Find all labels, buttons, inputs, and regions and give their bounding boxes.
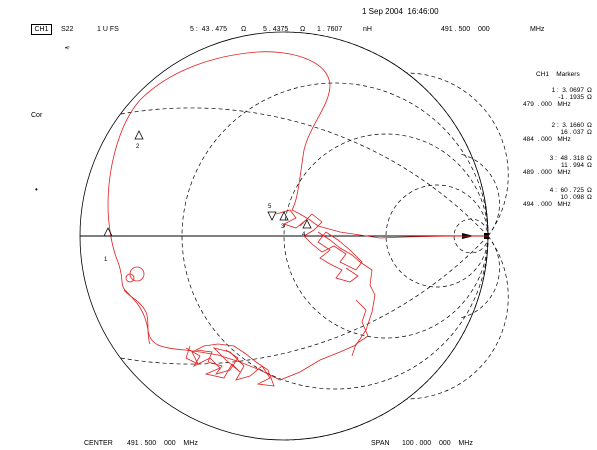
scale-label: 1 U FS bbox=[97, 26, 119, 33]
marker-imag: -1 . 1935 bbox=[558, 94, 584, 101]
span-frequency: 100 . 000 000 MHz bbox=[402, 440, 473, 447]
marker-frequency: 489 . 000 MHz bbox=[523, 169, 571, 176]
marker-frequency: 491 . 500 000 bbox=[441, 26, 490, 33]
marker-2-triangle bbox=[134, 130, 144, 140]
reactance-arc bbox=[283, 31, 489, 237]
ohm-unit: Ω bbox=[300, 26, 306, 33]
ohm-unit: Ω bbox=[587, 194, 592, 201]
center-label: CENTER bbox=[84, 440, 113, 447]
marker-4-triangle bbox=[302, 219, 312, 229]
s22-trace bbox=[107, 51, 490, 387]
reactance-arc bbox=[406, 72, 509, 237]
datetime: 1 Sep 2004 16:46:00 bbox=[362, 7, 439, 16]
frequency-unit: MHz bbox=[530, 26, 545, 33]
ohm-unit: Ω bbox=[587, 122, 592, 129]
ohm-unit: Ω bbox=[587, 187, 592, 194]
reactance-unit: nH bbox=[363, 26, 372, 33]
correction-label: Cor bbox=[31, 112, 43, 119]
marker-imag: 11 . 994 bbox=[560, 162, 584, 169]
reactance-arc bbox=[459, 235, 500, 319]
reactance-value: 1 . 7607 bbox=[317, 26, 343, 33]
parameter-label: S22 bbox=[61, 26, 74, 33]
span-label: SPAN bbox=[371, 440, 390, 447]
marker-2-label: 2 bbox=[136, 144, 140, 150]
ohm-unit: Ω bbox=[587, 87, 592, 94]
marker-frequency: 479 . 000 MHz bbox=[523, 101, 571, 108]
reactance-arc bbox=[120, 235, 489, 365]
ohm-unit: Ω bbox=[587, 162, 592, 169]
markers bbox=[103, 130, 312, 237]
marker-real: 2 : 3. 1660 bbox=[551, 122, 584, 129]
ohm-unit: Ω bbox=[587, 155, 592, 162]
center-frequency: 491 . 500 000 MHz bbox=[127, 440, 198, 447]
marker-3-label: 3 bbox=[281, 224, 285, 230]
marker-4-label: 4 bbox=[302, 232, 306, 238]
marker-3-triangle bbox=[279, 211, 289, 221]
reactance-arc bbox=[459, 153, 500, 237]
marker-real: 3 : 48 . 318 bbox=[549, 155, 584, 162]
reactance-arc bbox=[406, 235, 509, 400]
marker-imag: 16 . 037 bbox=[560, 129, 585, 136]
marker-1-triangle bbox=[103, 227, 113, 237]
markers-panel-title: CH1 Markers bbox=[536, 71, 580, 78]
marker-index-value: 5 : 43 . 475 bbox=[190, 26, 227, 33]
marker-1-label: 1 bbox=[104, 257, 108, 263]
ohm-unit: Ω bbox=[587, 94, 592, 101]
channel-button[interactable]: CH1 bbox=[31, 24, 52, 35]
averaging-symbol: •ᵖ bbox=[65, 46, 70, 52]
marker-real: 1 : 3. 0697 bbox=[551, 87, 584, 94]
marker-imag-value: 5 . 4375 bbox=[263, 26, 289, 33]
reactance-arc bbox=[120, 107, 489, 237]
marker-real: 4 : 60 . 725 bbox=[549, 187, 584, 194]
marker-5-label: 5 bbox=[268, 204, 272, 210]
marker-frequency: 484 . 000 MHz bbox=[523, 136, 571, 143]
marker-frequency: 494 . 000 MHz bbox=[523, 201, 571, 208]
indicator-dot: • bbox=[35, 185, 38, 194]
ohm-unit: Ω bbox=[241, 26, 247, 33]
reactance-arc bbox=[283, 235, 489, 441]
marker-imag: 10 . 098 bbox=[560, 194, 585, 201]
marker-5-triangle bbox=[267, 211, 277, 221]
ohm-unit: Ω bbox=[587, 129, 592, 136]
